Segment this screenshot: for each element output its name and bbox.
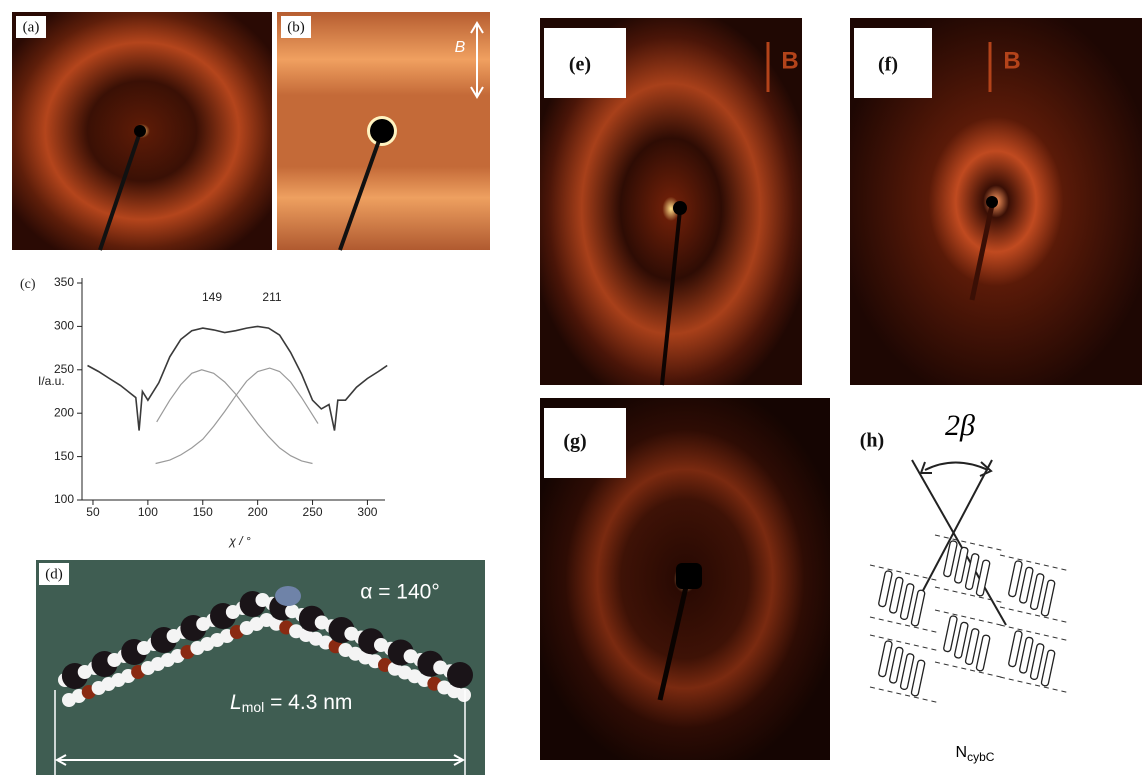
mesogen bbox=[878, 570, 892, 607]
beam-center bbox=[134, 125, 146, 137]
mesogen bbox=[976, 635, 990, 672]
mesogen bbox=[943, 540, 957, 577]
beam-center bbox=[986, 196, 998, 208]
mesogen bbox=[954, 547, 968, 584]
layer-line bbox=[1000, 625, 1070, 641]
symbol: L bbox=[230, 691, 242, 714]
mesogen bbox=[1041, 650, 1055, 687]
series-line bbox=[88, 326, 388, 430]
mesogen bbox=[1041, 580, 1055, 617]
y-tick-label: 250 bbox=[54, 362, 74, 376]
y-tick-label: 200 bbox=[54, 405, 74, 419]
field-label: B bbox=[1003, 47, 1020, 74]
annotation: 211 bbox=[262, 290, 281, 304]
mesogen bbox=[889, 577, 903, 614]
value: = 4.3 nm bbox=[264, 691, 352, 714]
arc-arrows bbox=[921, 462, 991, 476]
panel-label: (a) bbox=[23, 19, 40, 35]
mesogen bbox=[911, 590, 925, 627]
panel-label: (e) bbox=[569, 54, 591, 76]
beam-center bbox=[370, 119, 394, 143]
x-tick-label: 50 bbox=[86, 505, 100, 519]
y-axis-label: I/a.u. bbox=[38, 374, 65, 388]
chart: (c) I/a.u. χ / ° 149 211 100 150 200 250 300… bbox=[20, 275, 387, 548]
mesogen bbox=[900, 583, 914, 620]
y-tick-label: 350 bbox=[54, 275, 74, 289]
angle-label: α = 140° bbox=[360, 581, 440, 604]
series-line bbox=[157, 370, 313, 464]
mesogen bbox=[1008, 560, 1022, 597]
mesogen bbox=[878, 640, 892, 677]
x-tick-label: 100 bbox=[138, 505, 158, 519]
y-tick-label: 300 bbox=[54, 319, 74, 333]
panel-label: (h) bbox=[860, 430, 884, 452]
layer-line bbox=[1000, 555, 1070, 571]
mesogen bbox=[1030, 573, 1044, 610]
beam-center bbox=[673, 201, 687, 215]
field-label: B bbox=[781, 47, 798, 74]
panel-label: (b) bbox=[287, 19, 305, 35]
y-tick-label: 100 bbox=[54, 492, 74, 506]
mesogen bbox=[889, 647, 903, 684]
mesogen bbox=[1008, 630, 1022, 667]
x-tick-label: 200 bbox=[248, 505, 268, 519]
subscript: cybC bbox=[967, 750, 995, 764]
layer-line bbox=[870, 635, 940, 651]
x-tick-label: 300 bbox=[357, 505, 377, 519]
beam-center bbox=[676, 563, 702, 589]
mesogen bbox=[1019, 637, 1033, 674]
mesogen bbox=[943, 615, 957, 652]
atom bbox=[275, 586, 301, 606]
mesogen bbox=[911, 660, 925, 697]
mesogen bbox=[1019, 567, 1033, 604]
mesogen bbox=[976, 560, 990, 597]
y-tick-label: 150 bbox=[54, 449, 74, 463]
mesogen bbox=[954, 622, 968, 659]
symbol: N bbox=[956, 744, 968, 761]
series-line bbox=[156, 368, 318, 463]
panel-label: (g) bbox=[563, 431, 586, 453]
layer-line bbox=[935, 610, 1005, 626]
angle-arc bbox=[925, 463, 988, 471]
panel-label: (f) bbox=[878, 54, 898, 76]
field-label: B bbox=[455, 39, 466, 56]
phase-label: NcybC bbox=[956, 744, 995, 764]
mesogen bbox=[1030, 643, 1044, 680]
panel-label: (d) bbox=[45, 566, 63, 582]
page: {"panels": { "a": {"label": "(a)"}, "b":… bbox=[0, 0, 1142, 775]
x-tick-label: 150 bbox=[193, 505, 213, 519]
mesogen bbox=[900, 653, 914, 690]
subscript: mol bbox=[242, 699, 265, 715]
annotation: 149 bbox=[202, 290, 222, 304]
atom bbox=[447, 662, 473, 688]
x-tick-label: 250 bbox=[303, 505, 323, 519]
figure: (a) (b) B (c) I/a.u. χ / ° 149 211 100 15… bbox=[0, 0, 1142, 775]
atom bbox=[457, 688, 471, 702]
x-axis-label: χ / ° bbox=[228, 534, 251, 548]
mesogen bbox=[965, 628, 979, 665]
panel-label: (c) bbox=[20, 277, 36, 292]
angle-label: 2β bbox=[945, 409, 975, 442]
